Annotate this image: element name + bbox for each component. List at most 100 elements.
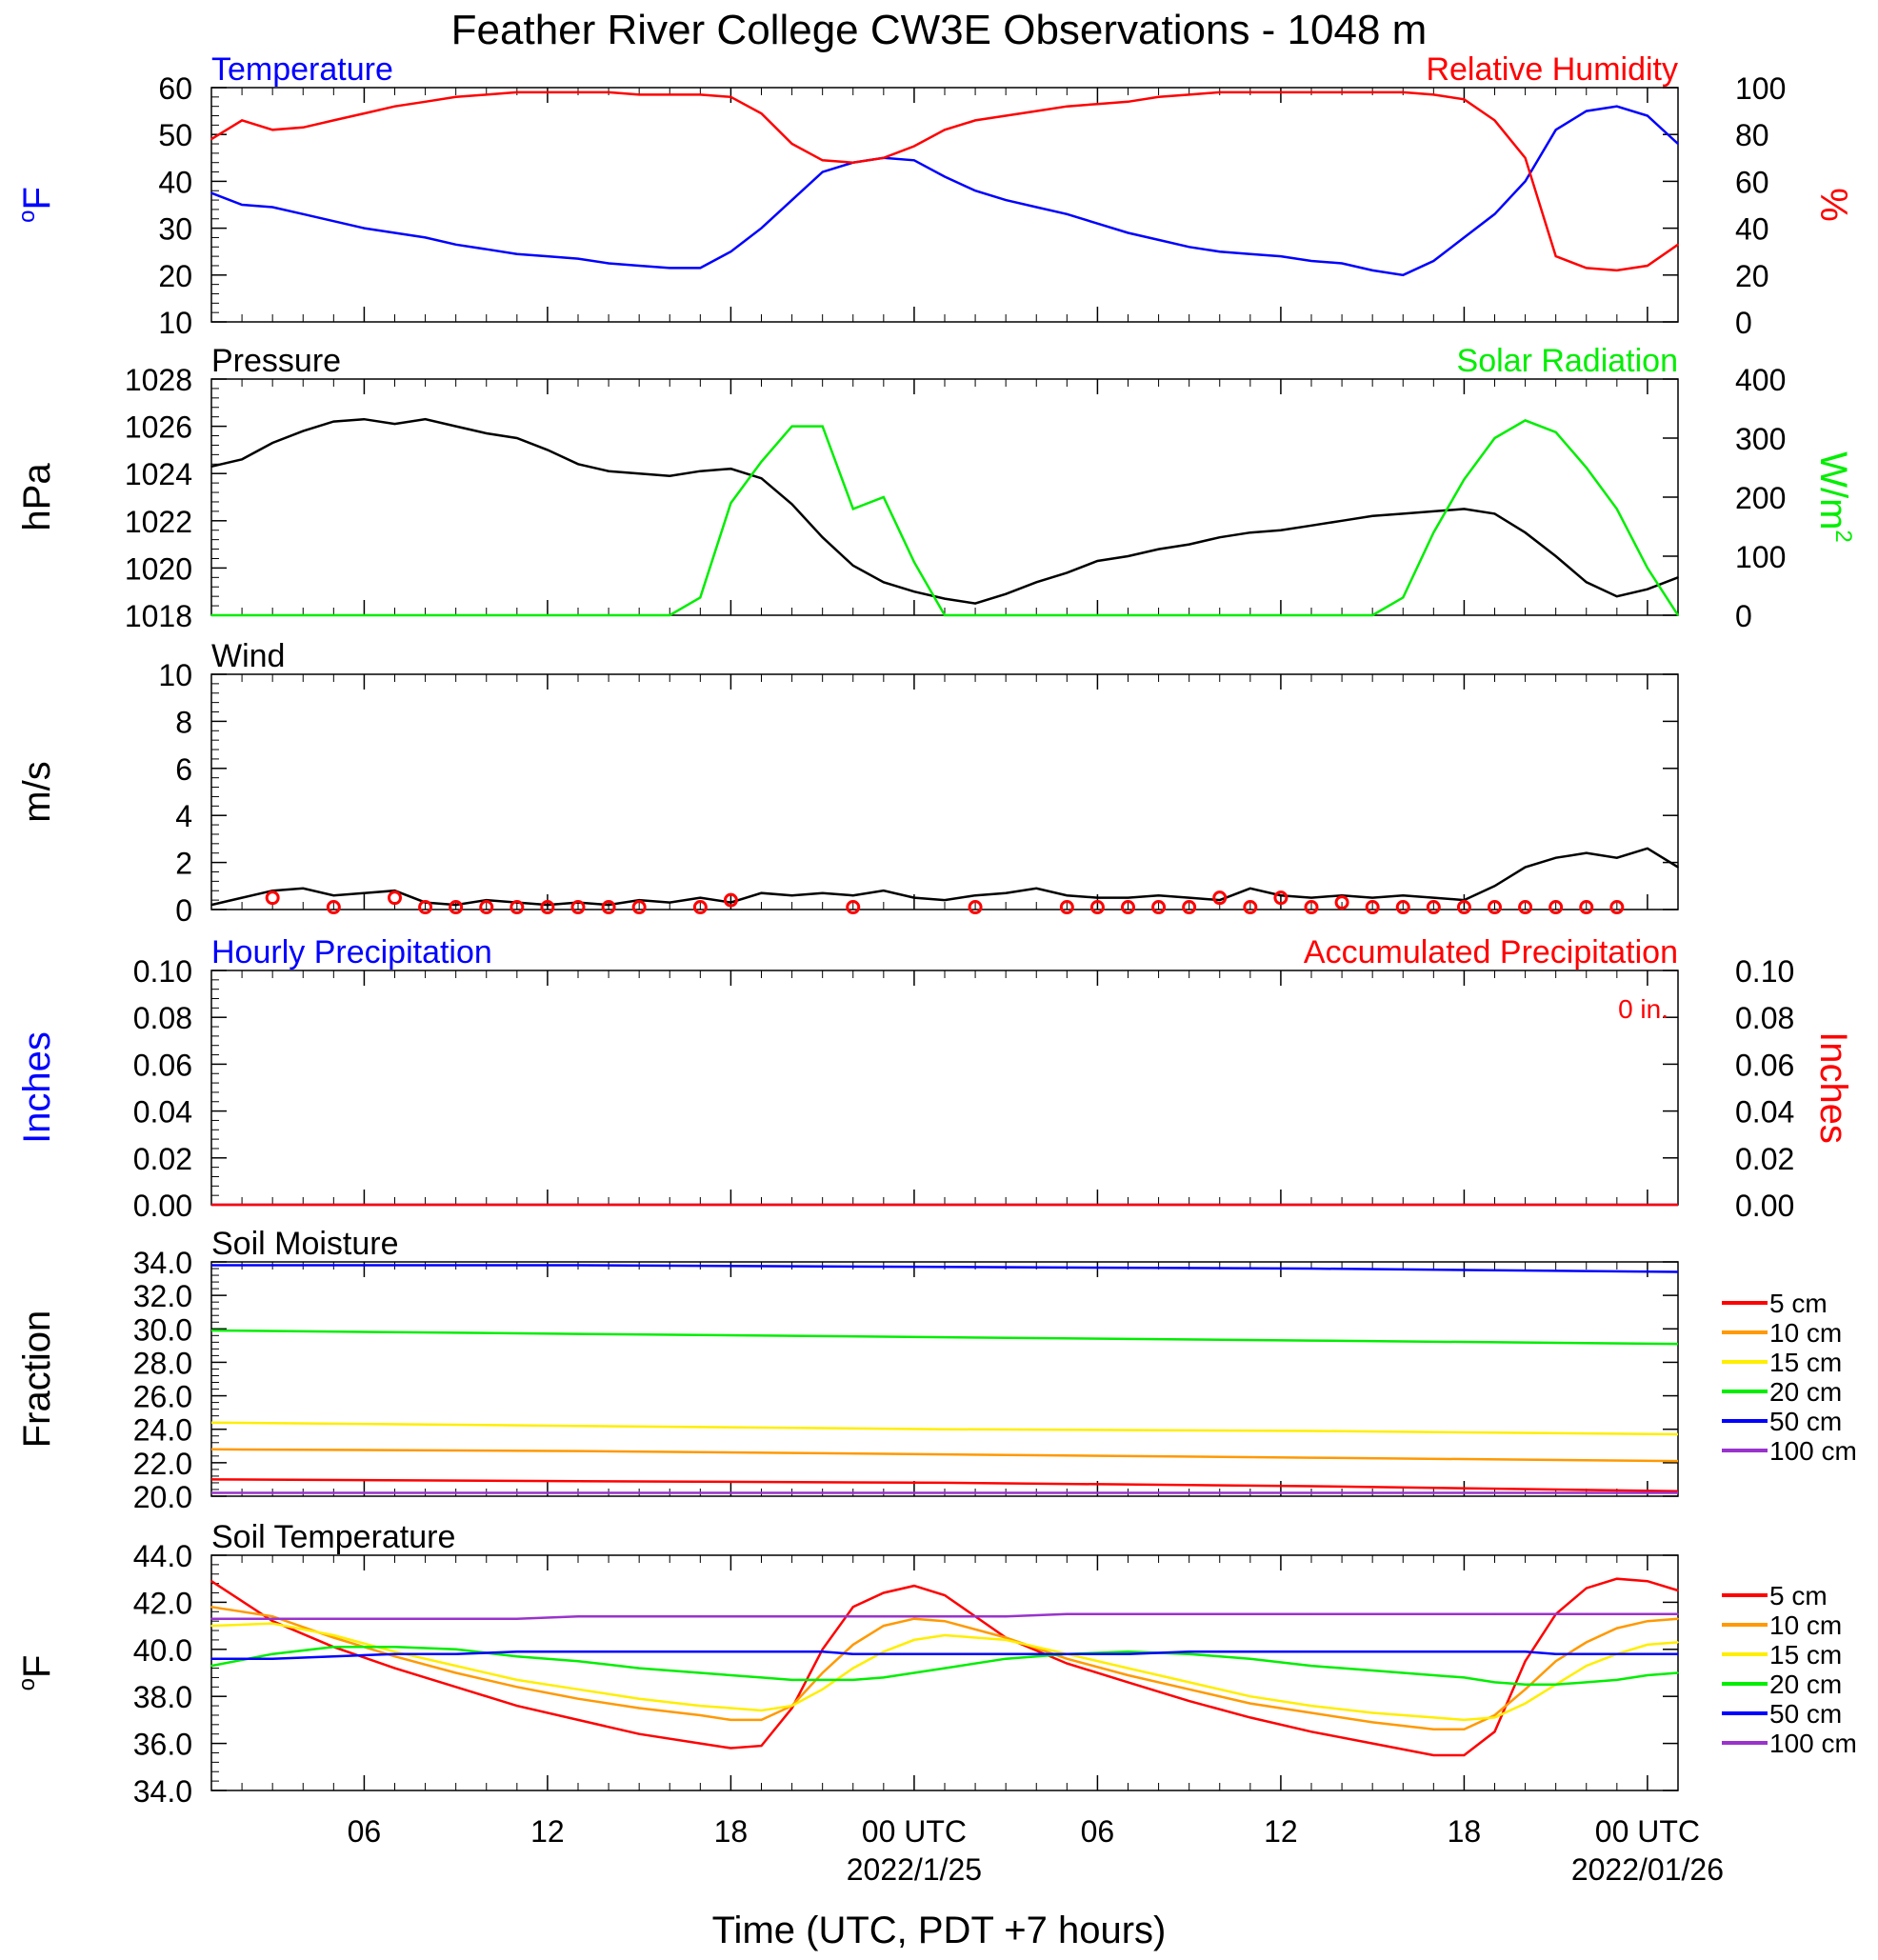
data-point [1616,105,1618,108]
figure-title: Feather River College CW3E Observations … [451,7,1428,53]
wind-barb-calm-marker [570,900,586,915]
data-point [1127,555,1129,557]
data-point [1371,896,1373,899]
data-point [454,96,457,98]
data-point [1677,1641,1679,1644]
data-point [638,1732,640,1735]
data-point [454,1652,457,1655]
data-point [1677,576,1679,579]
data-point [790,503,793,506]
data-point [1585,1665,1588,1667]
data-point [1005,114,1007,117]
y-tick-label-left: 40 [158,165,192,199]
data-point [1127,1667,1129,1670]
panel-soil-temperature: 34.0 36.0 38.0 40.0 42.0 44.0 Soil Temperature… [14,1519,1857,1809]
data-point [944,614,946,616]
data-point [821,1688,824,1690]
data-point [790,1707,793,1710]
data-point [454,1649,457,1650]
data-point [851,1667,854,1670]
data-point [851,161,854,164]
data-point [332,1636,335,1639]
data-point [790,894,793,896]
data-point [1402,91,1405,93]
data-point [332,894,335,896]
data-point [1432,531,1435,533]
y-tick-label-left: 34.0 [133,1774,192,1809]
data-point [699,1671,702,1674]
data-point [699,1742,702,1745]
data-point [944,1594,946,1596]
y-tick-label-left: 20.0 [133,1480,192,1514]
data-point [944,1615,946,1618]
data-point [1035,887,1038,890]
data-point [271,1617,273,1620]
data-point [485,248,488,250]
data-point [332,1617,335,1620]
data-point [944,1620,946,1622]
data-point [1463,98,1466,101]
data-point [1463,1754,1466,1756]
data-point [790,1705,793,1707]
data-point [1493,1730,1496,1733]
data-point [271,1657,273,1660]
panel-title-right: Solar Radiation [1457,343,1678,379]
data-point [1524,1684,1527,1686]
data-point [760,1615,763,1618]
data-point [1066,614,1069,616]
data-point [393,1652,396,1655]
y-tick-label-left: 42.0 [133,1586,192,1620]
accumulated-total: 0 in. [1618,994,1668,1024]
data-point [1463,1719,1466,1721]
data-point [1554,555,1557,557]
series-line-50-cm [211,1650,1678,1660]
y-tick-label-left: 1028 [125,363,192,397]
data-point [1647,114,1648,117]
y-tick-label-right: 0.10 [1735,954,1794,989]
data-point [1218,614,1221,616]
data-point [883,1625,885,1627]
y-tick-label-right: 300 [1735,422,1786,456]
data-point [760,1745,763,1747]
series-line-15-cm [210,1622,1679,1722]
data-point [729,250,732,253]
y-tick-label-left: 0.10 [133,954,192,989]
data-point [729,502,732,504]
data-point [1127,1674,1129,1676]
data-point [393,1667,396,1670]
data-point [1616,856,1618,859]
data-point [1341,520,1343,522]
data-point [699,1705,702,1707]
data-point [1647,1620,1648,1622]
data-point [1647,567,1648,570]
data-point [302,213,305,215]
y-tick-label-left: 1026 [125,410,192,445]
data-point [1524,419,1527,422]
data-point [393,423,396,425]
data-point [1371,1670,1373,1671]
legend-label: 20 cm [1769,1670,1842,1699]
wind-barb-calm-marker [1334,895,1349,910]
data-point [1371,1742,1373,1745]
data-point [851,1606,854,1609]
data-point [1310,614,1312,616]
data-point [638,1650,640,1653]
data-point [1616,1612,1618,1615]
data-point [516,1686,518,1689]
data-point [210,191,212,194]
legend-label: 20 cm [1769,1377,1842,1407]
data-point [454,904,457,906]
series-line-5-cm [210,1478,1679,1492]
data-point [271,1615,273,1618]
series-line-50-cm [211,1264,1679,1273]
legend-label: 5 cm [1769,1289,1828,1318]
data-point [699,1650,702,1653]
data-point [729,1707,732,1710]
y-tick-label-left: 8 [175,705,192,739]
data-point [547,91,549,93]
data-point [1432,510,1435,512]
data-point [271,1622,273,1625]
data-point [577,1660,579,1662]
data-point [1188,1700,1190,1702]
data-point [729,468,732,470]
